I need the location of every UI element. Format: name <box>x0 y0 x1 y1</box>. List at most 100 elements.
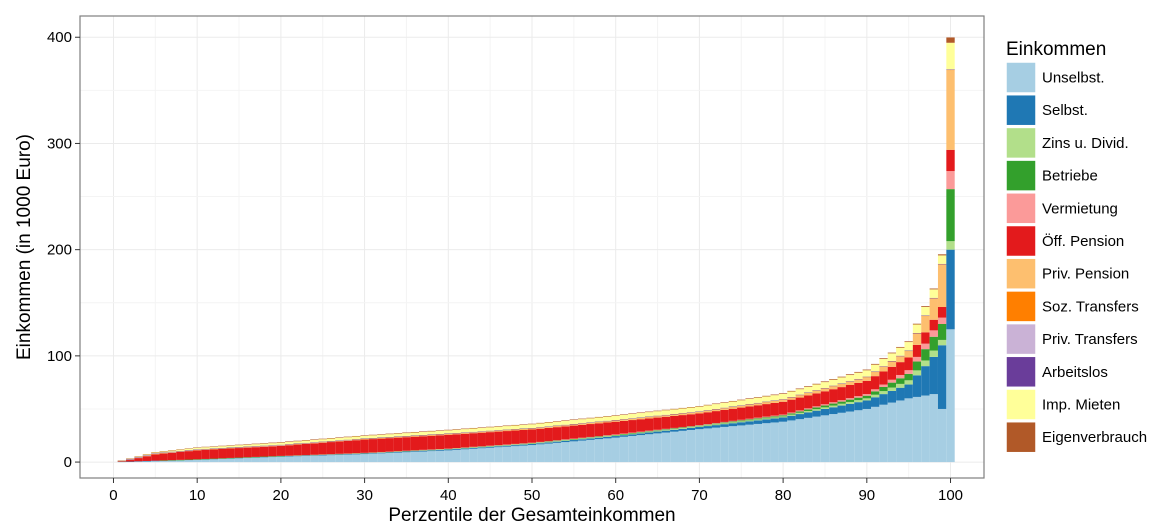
legend-key <box>1005 388 1037 421</box>
bar-segment <box>619 436 629 463</box>
bar-segment <box>812 407 821 410</box>
bar-segment <box>285 455 294 457</box>
percentile-bar-75 <box>737 399 746 463</box>
bar-segment <box>678 430 687 463</box>
bar-segment <box>820 407 830 409</box>
bar-segment <box>360 439 369 453</box>
bar-segment <box>427 435 436 450</box>
bar-segment <box>678 415 687 427</box>
bar-segment <box>385 438 394 452</box>
bar-segment <box>628 418 637 421</box>
bar-segment <box>879 384 888 387</box>
bar-segment <box>586 438 595 440</box>
bar-segment <box>293 440 302 442</box>
legend-label: Selbst. <box>1042 102 1088 119</box>
bar-segment <box>787 415 796 421</box>
bar-segment <box>720 408 729 410</box>
bar-segment <box>929 289 938 298</box>
percentile-bar-66 <box>661 409 671 463</box>
bar-segment <box>728 401 738 407</box>
percentile-bar-9 <box>184 448 193 463</box>
bar-segment <box>485 432 495 446</box>
bar-segment <box>745 404 754 407</box>
bar-segment <box>929 336 938 351</box>
bar-segment <box>293 444 302 456</box>
bar-segment <box>636 435 645 463</box>
bar-segment <box>477 448 486 463</box>
bar-segment <box>737 421 746 423</box>
bar-segment <box>419 451 428 463</box>
bar-segment <box>695 425 704 427</box>
bar-segment <box>871 394 880 398</box>
bar-segment <box>896 362 905 375</box>
bar-segment <box>879 359 888 367</box>
x-tick-label: 20 <box>273 487 290 504</box>
percentile-bar-23 <box>301 440 311 463</box>
bar-segment <box>511 424 520 426</box>
bar-segment <box>435 434 445 436</box>
bar-segment <box>829 405 838 408</box>
percentile-bar-43 <box>469 427 478 463</box>
bar-segment <box>921 360 930 367</box>
bar-segment <box>276 456 286 457</box>
bar-segment <box>594 437 604 438</box>
bar-segment <box>770 415 779 417</box>
bar-segment <box>711 427 721 463</box>
bar-segment <box>368 435 378 438</box>
bar-segment <box>134 457 143 462</box>
bar-segment <box>377 434 386 438</box>
bar-segment <box>862 395 871 399</box>
percentile-bar-12 <box>209 446 219 463</box>
bar-segment <box>594 422 604 424</box>
percentile-bar-94 <box>896 346 905 463</box>
bar-segment <box>218 448 227 459</box>
bar-segment <box>703 424 712 426</box>
bar-segment <box>711 425 721 428</box>
bar-segment <box>661 429 671 431</box>
percentile-bar-83 <box>804 386 813 463</box>
bar-segment <box>561 425 570 427</box>
bar-segment <box>670 428 679 430</box>
percentile-bar-15 <box>234 444 244 463</box>
bar-segment <box>578 424 587 438</box>
bar-segment <box>536 427 545 429</box>
bar-segment <box>686 407 696 408</box>
bar-segment <box>937 345 947 409</box>
bar-segment <box>352 435 361 437</box>
percentile-bar-44 <box>477 427 486 463</box>
legend-key <box>1005 159 1037 192</box>
bar-segment <box>703 412 712 425</box>
bar-segment <box>753 397 763 398</box>
bar-segment <box>678 428 687 431</box>
bar-segment <box>871 363 880 365</box>
bar-segment <box>502 425 512 427</box>
bar-segment <box>561 420 570 421</box>
bar-segment <box>686 414 696 427</box>
bar-segment <box>310 442 319 444</box>
percentile-bar-11 <box>201 446 210 463</box>
bar-segment <box>812 416 821 463</box>
y-tick-label: 0 <box>64 454 72 471</box>
bar-segment <box>862 370 871 377</box>
bar-segment <box>670 414 679 416</box>
bar-segment <box>176 449 185 451</box>
percentile-bar-76 <box>745 398 754 463</box>
bar-segment <box>259 446 269 457</box>
bar-segment <box>896 346 905 348</box>
bar-segment <box>611 434 620 436</box>
legend-label: Priv. Transfers <box>1042 331 1138 348</box>
bar-segment <box>343 440 353 454</box>
bar-segment <box>845 381 855 386</box>
bar-segment <box>695 426 704 428</box>
percentile-bar-30 <box>360 435 369 463</box>
legend-item: Öff. Pension <box>1005 224 1124 258</box>
legend-label: Vermietung <box>1042 200 1118 217</box>
bar-segment <box>670 409 679 414</box>
percentile-bar-99 <box>937 254 947 463</box>
bar-segment <box>310 455 319 456</box>
bar-segment <box>871 391 880 395</box>
bar-segment <box>619 420 629 434</box>
bar-segment <box>603 436 612 439</box>
bar-segment <box>569 420 579 424</box>
bar-segment <box>285 445 294 456</box>
